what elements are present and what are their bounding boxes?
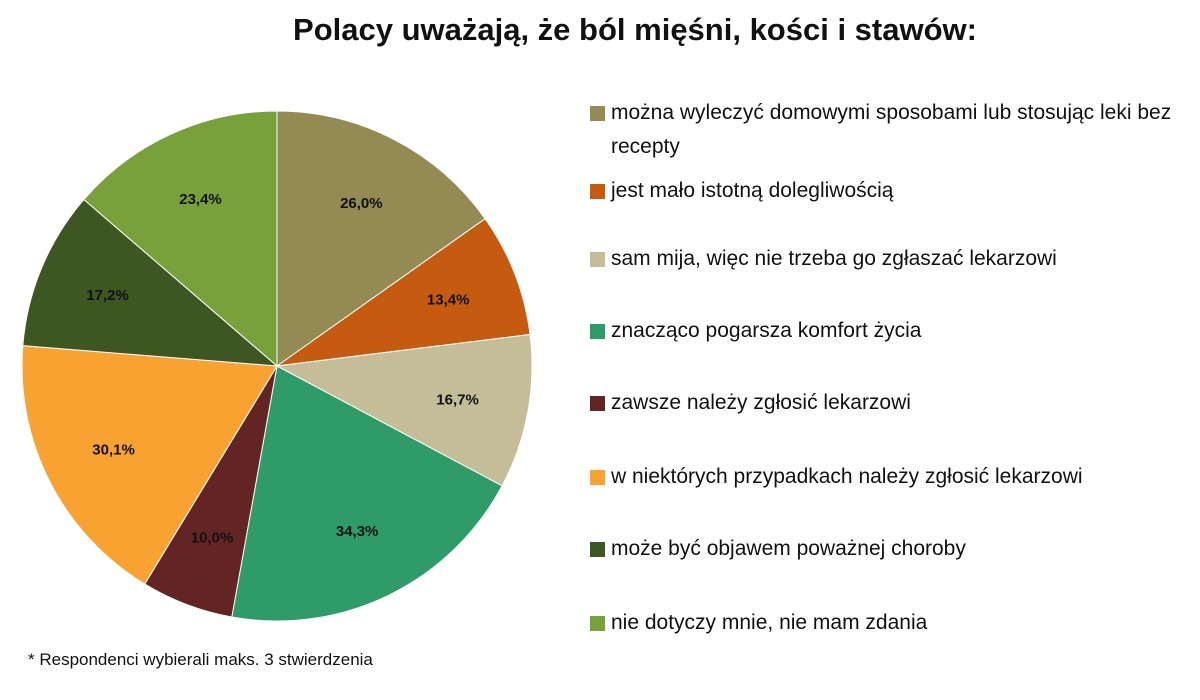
legend-swatch (590, 396, 605, 411)
legend-swatch (590, 542, 605, 557)
legend-item: w niektórych przypadkach należy zgłosić … (590, 460, 1083, 494)
data-label: 30,1% (92, 442, 135, 459)
legend-swatch (590, 324, 605, 339)
data-label: 13,4% (427, 292, 470, 309)
legend-item: zawsze należy zgłosić lekarzowi (590, 386, 911, 420)
pie-slice (276, 110, 486, 367)
footnote: * Respondenci wybierali maks. 3 stwierdz… (28, 650, 373, 669)
data-label: 26,0% (340, 195, 383, 212)
data-label: 16,7% (436, 391, 479, 408)
legend-item: nie dotyczy mnie, nie mam zdania (590, 606, 927, 640)
pie-slice (275, 333, 533, 487)
legend-item: znacząco pogarsza komfort życia (590, 314, 921, 348)
pie-slice (231, 365, 503, 622)
pie-slice (276, 217, 531, 367)
legend-swatch (590, 184, 605, 199)
legend-swatch (590, 252, 605, 267)
legend-item: może być objawem poważnej choroby (590, 532, 966, 566)
legend-swatch (590, 616, 605, 631)
data-label: 23,4% (179, 191, 222, 208)
legend-label: znacząco pogarsza komfort życia (611, 319, 922, 342)
legend-label: w niektórych przypadkach należy zgłosić … (611, 465, 1083, 488)
legend-label: sam mija, więc nie trzeba go zgłaszać le… (611, 247, 1057, 270)
legend-item: można wyleczyć domowymi sposobami lub st… (590, 96, 1191, 164)
pie-slice (21, 345, 278, 585)
legend-label: jest mało istotną dolegliwością (611, 179, 894, 202)
pie-chart: 26,0% 13,4% 16,7% 34,3% 10,0% 30,1% 17,2% 23,4% (21, 110, 533, 622)
data-label: 17,2% (86, 287, 129, 304)
legend-item: jest mało istotną dolegliwością (590, 174, 893, 208)
chart-title: Polacy uważają, że ból mięśni, kości i s… (293, 12, 977, 47)
legend-swatch (590, 470, 605, 485)
pie-slice (83, 110, 278, 368)
legend-swatch (590, 106, 605, 121)
pie-slice (22, 198, 279, 367)
legend-label: może być objawem poważnej choroby (611, 537, 966, 560)
legend-item: sam mija, więc nie trzeba go zgłaszać le… (590, 242, 1057, 276)
data-label: 34,3% (336, 523, 379, 540)
legend-label: nie dotyczy mnie, nie mam zdania (611, 611, 928, 634)
data-label: 10,0% (191, 530, 234, 547)
legend-label: zawsze należy zgłosić lekarzowi (611, 391, 911, 414)
legend-label: można wyleczyć domowymi sposobami lub st… (611, 101, 1172, 158)
